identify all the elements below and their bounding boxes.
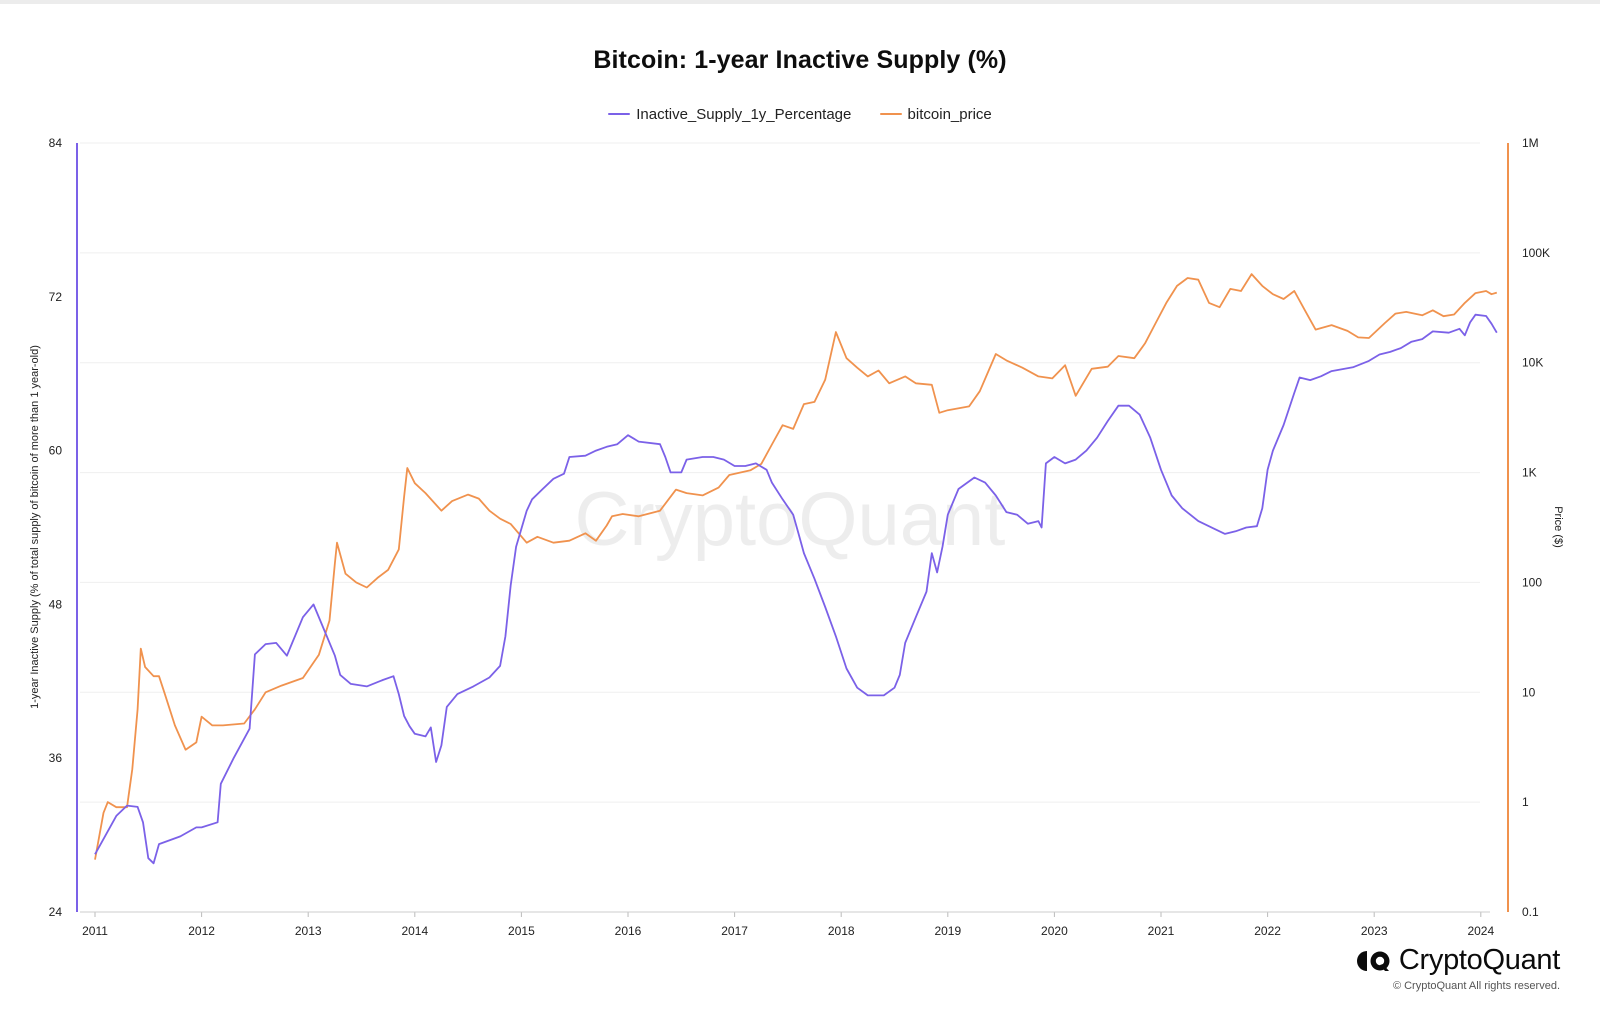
- inactive-supply-line: [94, 313, 1498, 865]
- y-axis-right-title: Price ($): [1552, 506, 1564, 548]
- series-group: [94, 273, 1498, 865]
- x-tick-label: 2024: [1467, 924, 1494, 938]
- watermark-text: CryptoQuant: [575, 477, 1006, 562]
- x-tick-label: 2018: [828, 924, 855, 938]
- y-right-tick-label: 1M: [1522, 136, 1539, 150]
- bitcoin-price-line: [94, 273, 1498, 860]
- axes-group: [76, 143, 1509, 917]
- brand-name: CryptoQuant: [1398, 944, 1560, 976]
- cryptoquant-logo-icon: [1356, 950, 1390, 971]
- x-tick-label: 2022: [1254, 924, 1281, 938]
- y-right-tick-label: 1: [1522, 795, 1529, 809]
- y-left-tick-label: 36: [49, 751, 63, 765]
- y-left-tick-label: 60: [49, 444, 63, 458]
- y-left-tick-label: 84: [49, 136, 63, 150]
- legend-swatch-bitcoin-price: [879, 113, 902, 115]
- x-tick-label: 2013: [295, 924, 322, 938]
- top-border: [0, 0, 1600, 4]
- x-tick-label: 2017: [721, 924, 748, 938]
- x-tick-label: 2011: [82, 924, 108, 938]
- legend-item-bitcoin-price[interactable]: bitcoin_price: [879, 105, 992, 123]
- y-right-tick-label: 1K: [1522, 466, 1537, 480]
- y-right-tick-label: 0.1: [1522, 905, 1539, 919]
- tick-labels: 24 36 48 60 72 84 0.1 1 10 100 1K 10K 100K 1M 2011 2012…: [49, 136, 1550, 938]
- x-tick-label: 2016: [615, 924, 642, 938]
- y-right-tick-label: 100K: [1522, 246, 1550, 260]
- y-left-tick-label: 48: [49, 597, 63, 611]
- x-tick-label: 2021: [1148, 924, 1175, 938]
- grid-lines: [80, 142, 1480, 913]
- x-tick-label: 2020: [1041, 924, 1068, 938]
- legend-item-inactive-supply[interactable]: Inactive_Supply_1y_Percentage: [608, 106, 851, 123]
- x-tick-label: 2023: [1361, 924, 1388, 938]
- chart-title: Bitcoin: 1-year Inactive Supply (%): [593, 46, 1007, 74]
- y-right-tick-label: 10: [1522, 685, 1536, 699]
- y-left-tick-label: 72: [49, 290, 63, 304]
- x-tick-label: 2019: [934, 924, 961, 938]
- legend-swatch-inactive-supply: [608, 113, 631, 115]
- x-tick-label: 2014: [401, 924, 428, 938]
- legend-label-bitcoin-price: bitcoin_price: [907, 105, 992, 123]
- copyright-text: © CryptoQuant All rights reserved.: [1392, 980, 1560, 992]
- y-right-tick-label: 100: [1522, 575, 1542, 589]
- y-left-tick-label: 24: [49, 905, 63, 919]
- brand-logo[interactable]: CryptoQuant: [1356, 944, 1560, 977]
- x-tick-label: 2012: [188, 924, 215, 938]
- y-axis-left-title: 1-year Inactive Supply (% of total suppl…: [29, 345, 41, 709]
- y-right-tick-label: 10K: [1522, 356, 1543, 370]
- x-tick-label: 2015: [508, 924, 535, 938]
- legend-label-inactive-supply: Inactive_Supply_1y_Percentage: [636, 105, 852, 123]
- legend: Inactive_Supply_1y_Percentage bitcoin_pr…: [0, 102, 1600, 123]
